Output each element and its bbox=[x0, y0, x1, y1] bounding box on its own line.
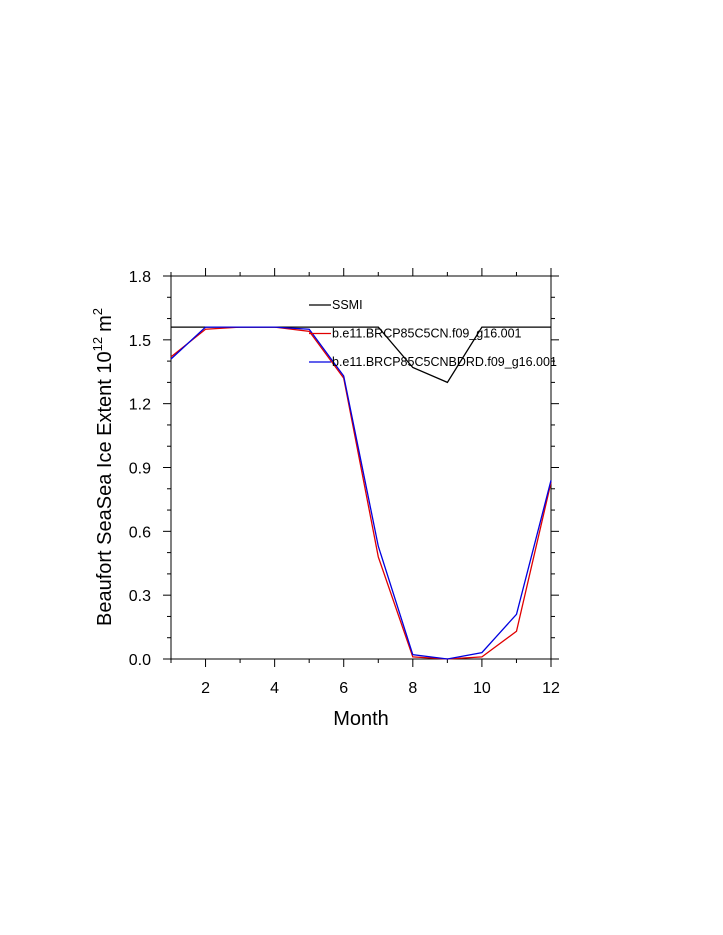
y-axis-ticks: 0.0 0.3 0.6 0.9 1.2 1.5 1.8 bbox=[129, 269, 559, 669]
y-tick-label: 0.6 bbox=[129, 524, 151, 541]
legend-label-1: SSMI bbox=[332, 298, 363, 312]
x-tick-label: 2 bbox=[201, 680, 210, 697]
series-lines bbox=[170, 326, 552, 660]
x-tick-label: 12 bbox=[542, 680, 560, 697]
x-tick-label: 8 bbox=[408, 680, 417, 697]
y-axis-title-unit: m bbox=[94, 315, 116, 332]
legend-label-3: b.e11.BRCP85C5CNBDRD.f09_g16.001 bbox=[332, 355, 557, 369]
y-tick-label: 0.9 bbox=[129, 461, 151, 478]
x-tick-label: 4 bbox=[270, 680, 279, 697]
x-axis-ticks: 2 4 6 8 10 12 bbox=[170, 268, 560, 697]
y-axis-title-unit-exponent: 2 bbox=[90, 308, 105, 315]
y-tick-label: 1.2 bbox=[129, 397, 151, 414]
y-tick-label: 1.8 bbox=[129, 269, 151, 286]
y-tick-label: 0.0 bbox=[129, 652, 151, 669]
y-tick-label: 1.5 bbox=[129, 333, 151, 350]
series-line-3 bbox=[170, 326, 552, 660]
y-axis-title-main: Beaufort SeaSea Ice Extent 10 bbox=[94, 351, 116, 626]
y-axis-title-exponent: 12 bbox=[90, 337, 105, 351]
x-tick-label: 6 bbox=[339, 680, 348, 697]
legend-label-2: b.e11.BRCP85C5CN.f09_g16.001 bbox=[332, 327, 522, 341]
y-axis-title: Beaufort SeaSea Ice Extent 1012 m2 bbox=[90, 308, 116, 626]
series-line-2 bbox=[170, 326, 552, 660]
y-tick-label: 0.3 bbox=[129, 588, 151, 605]
x-axis-title: Month bbox=[333, 708, 389, 730]
x-tick-label: 10 bbox=[473, 680, 491, 697]
legend: SSMI b.e11.BRCP85C5CN.f09_g16.001 b.e11.BR… bbox=[309, 298, 557, 369]
